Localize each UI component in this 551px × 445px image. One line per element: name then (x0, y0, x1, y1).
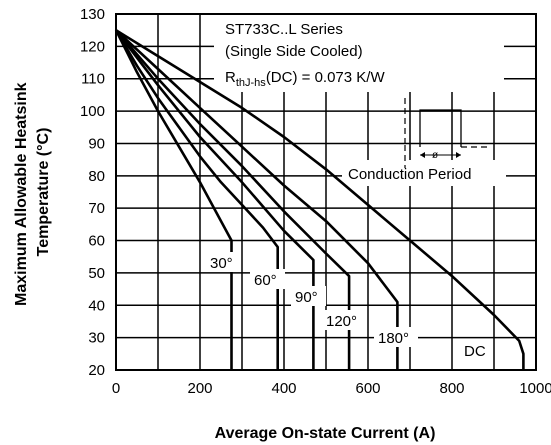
curve-label-background (460, 340, 486, 360)
curve-label: 90° (295, 289, 318, 306)
curve-label: 120° (326, 313, 357, 330)
x-tick-label: 1000 (519, 380, 551, 397)
y-tick-label: 90 (88, 135, 105, 152)
series-line (114, 29, 315, 370)
y-tick-labels: 20 30 40 50 60 70 80 90 100 110 120 130 (80, 6, 105, 379)
y-tick-label: 40 (88, 297, 105, 314)
curve-label: 60° (254, 272, 277, 289)
annotation-rth-sub: thJ-hs (236, 77, 266, 89)
y-tick-label: 80 (88, 168, 105, 185)
x-tick-label: 200 (187, 380, 212, 397)
x-tick-label: 600 (355, 380, 380, 397)
conduction-label-background (342, 160, 506, 186)
conduction-pulse (419, 109, 462, 147)
y-tick-label: 110 (81, 71, 105, 88)
curve-label-background (250, 269, 285, 289)
y-tick-label: 50 (88, 265, 105, 282)
y-axis-title-line2: Temperature (°C) (35, 128, 52, 257)
series-line (115, 29, 525, 370)
annotation-cooling: (Single Side Cooled) (225, 43, 363, 60)
y-tick-label: 60 (88, 233, 105, 250)
curve-label: 180° (378, 330, 409, 347)
y-tick-label: 30 (88, 330, 105, 347)
annotation-background (214, 14, 504, 92)
y-tick-label: 70 (88, 200, 105, 217)
x-tick-label: 0 (112, 380, 120, 397)
annotation-rth-prefix: R (225, 69, 236, 86)
curve-label-background (291, 286, 326, 306)
y-axis-title-line1: Maximum Allowable Heatsink (13, 82, 30, 306)
series-line (114, 29, 233, 370)
y-axis-title: Maximum Allowable Heatsink Temperature (… (13, 78, 52, 306)
curve-labels: 30° 60° 90° 120° 180° DC (206, 252, 486, 360)
annotation-rth: RthJ-hs(DC) = 0.073 K/W (225, 69, 385, 89)
x-tick-label: 400 (271, 380, 296, 397)
x-axis-title: Average On-state Current (A) (215, 425, 436, 442)
conduction-period-diagram (404, 98, 490, 168)
series-line (115, 29, 399, 370)
curve-label-background (322, 310, 366, 330)
phi-symbol: ø (432, 150, 438, 161)
plot-frame (115, 13, 537, 371)
curve-label: 30° (210, 255, 233, 272)
series-line (115, 29, 351, 370)
annotation-conduction-period: Conduction Period (348, 166, 471, 183)
curves (114, 29, 525, 370)
annotation-rth-suffix: (DC) = 0.073 K/W (266, 69, 386, 86)
y-tick-label: 100 (80, 103, 105, 120)
annotation-series-title: ST733C..L Series (225, 21, 343, 38)
y-tick-label: 120 (80, 38, 105, 55)
x-tick-label: 800 (439, 380, 464, 397)
x-tick-labels: 0 200 400 600 800 1000 (112, 380, 551, 397)
curve-label: DC (464, 343, 486, 360)
conduction-arrowheads (420, 152, 461, 158)
y-tick-label: 20 (88, 362, 105, 379)
series-line (114, 29, 279, 370)
y-tick-label: 130 (80, 6, 105, 23)
curve-label-background (206, 252, 241, 272)
curve-label-background (374, 327, 418, 347)
